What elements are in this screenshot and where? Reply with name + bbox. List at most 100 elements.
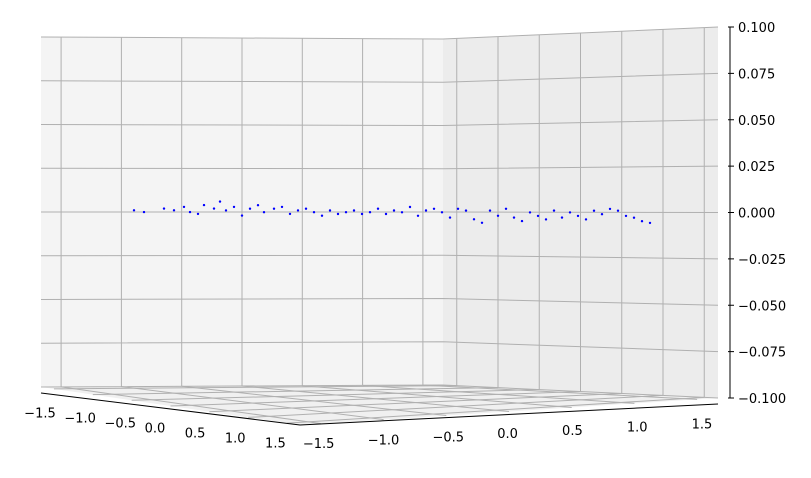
scatter-point	[504, 207, 508, 210]
scatter-point	[416, 214, 420, 217]
scatter-point	[196, 212, 200, 216]
scatter-point	[344, 211, 348, 214]
y-tick-label: 0.5	[562, 424, 583, 439]
x-tick-label: −1.0	[64, 412, 96, 427]
scatter-point	[584, 218, 588, 221]
scatter-point	[352, 209, 356, 212]
scatter-point	[328, 209, 332, 212]
y-axis-line	[299, 403, 719, 426]
scatter-point	[616, 209, 620, 212]
floor-grid-line	[209, 392, 622, 413]
scatter-point	[448, 216, 452, 219]
scatter-point	[560, 216, 564, 219]
scatter-point	[528, 211, 532, 214]
scatter-point	[280, 205, 284, 209]
scatter-point	[188, 210, 192, 214]
z-tick-label: −0.075	[738, 346, 786, 361]
z-grid-line	[40, 26, 719, 40]
scatter-point	[336, 212, 340, 216]
floor-grid-line	[248, 394, 664, 418]
scatter-point	[312, 211, 316, 214]
z-grid-line	[40, 119, 719, 127]
scatter-point	[248, 207, 252, 210]
scatter-point	[256, 204, 260, 207]
scatter-point	[512, 216, 516, 219]
z-tick-labels: −0.100 −0.075 −0.050 −0.025 0.000 0.025 0.050 0…	[738, 21, 786, 407]
scatter-point	[172, 209, 176, 212]
scatter-point	[496, 214, 500, 217]
scatter-point	[288, 212, 292, 216]
scatter-point	[212, 207, 216, 210]
scatter-point	[424, 209, 428, 212]
x-tick-label: 1.0	[225, 431, 246, 446]
scatter-point	[240, 214, 244, 217]
z-tick-label: 0.050	[738, 114, 775, 129]
z-grid-line	[40, 254, 719, 260]
y-tick-label: 0.0	[497, 427, 518, 442]
y-tick-label: −1.5	[303, 437, 335, 452]
scatter-points	[132, 200, 652, 225]
scatter-point	[384, 212, 388, 216]
z-tick-label: 0.000	[738, 207, 775, 222]
z-grid-line	[40, 297, 719, 306]
z-tick-label: 0.100	[738, 21, 775, 36]
scatter-point	[608, 207, 612, 211]
z-tick-label: 0.025	[738, 160, 775, 175]
scatter-point	[232, 205, 236, 209]
scatter-point	[456, 207, 460, 210]
scatter-point	[624, 214, 628, 218]
scatter-point	[262, 211, 266, 214]
scatter-point	[162, 207, 166, 210]
scatter-point	[400, 211, 404, 214]
floor-grid-line	[170, 391, 581, 407]
scatter-point	[480, 221, 484, 224]
scatter-point	[552, 209, 556, 212]
z-grid-line	[40, 384, 719, 399]
scatter-point	[296, 209, 300, 212]
floor-grid-line	[53, 385, 457, 390]
y-tick-label: −1.0	[368, 434, 400, 449]
scatter-point	[440, 211, 444, 214]
scatter-point	[432, 207, 436, 210]
scatter-point	[272, 207, 276, 210]
floor-pane	[41, 385, 718, 425]
x-tick-labels: −1.5 −1.0 −0.5 0.0 0.5 1.0 1.5	[24, 407, 286, 452]
scatter-point	[640, 220, 644, 223]
scatter-point	[600, 213, 604, 216]
z-tick-label: 0.075	[738, 67, 775, 82]
scatter-point	[408, 205, 412, 209]
scatter-point	[648, 221, 652, 225]
y-tick-label: 1.0	[627, 421, 648, 436]
floor-grid-line	[92, 387, 499, 396]
scatter-point	[360, 212, 364, 216]
scatter-point	[576, 214, 580, 218]
scatter-point	[304, 207, 308, 210]
scatter-point	[320, 214, 324, 217]
scatter-point	[202, 203, 206, 207]
floor-grid-line	[131, 389, 540, 401]
z-grid-line	[40, 165, 719, 170]
scatter-point	[592, 209, 596, 212]
scatter-point	[464, 209, 468, 212]
scatter-point	[632, 216, 636, 219]
scatter-point	[132, 209, 136, 212]
y-tick-labels: −1.5 −1.0 −0.5 0.0 0.5 1.0 1.5	[303, 417, 712, 452]
scatter-point	[472, 218, 476, 221]
scatter-point	[520, 219, 524, 223]
floor-grid-line	[287, 396, 705, 424]
z-tick-label: −0.100	[738, 392, 786, 407]
scatter-point	[536, 214, 540, 218]
scatter-point	[368, 211, 372, 214]
z-tick-label: −0.025	[738, 253, 786, 268]
scatter-point	[568, 211, 572, 214]
z-grid-line	[40, 72, 719, 83]
axes	[40, 26, 734, 426]
scatter-point	[376, 207, 380, 210]
scatter-point	[392, 209, 396, 212]
x-tick-label: 0.0	[145, 422, 166, 437]
scatter-point	[182, 205, 186, 209]
y-tick-label: −0.5	[432, 430, 464, 445]
x-axis-line	[40, 392, 301, 426]
scatter-point	[218, 200, 222, 203]
